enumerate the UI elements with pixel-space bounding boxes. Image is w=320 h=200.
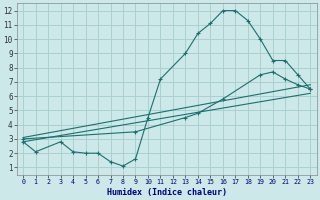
X-axis label: Humidex (Indice chaleur): Humidex (Indice chaleur) bbox=[107, 188, 227, 197]
